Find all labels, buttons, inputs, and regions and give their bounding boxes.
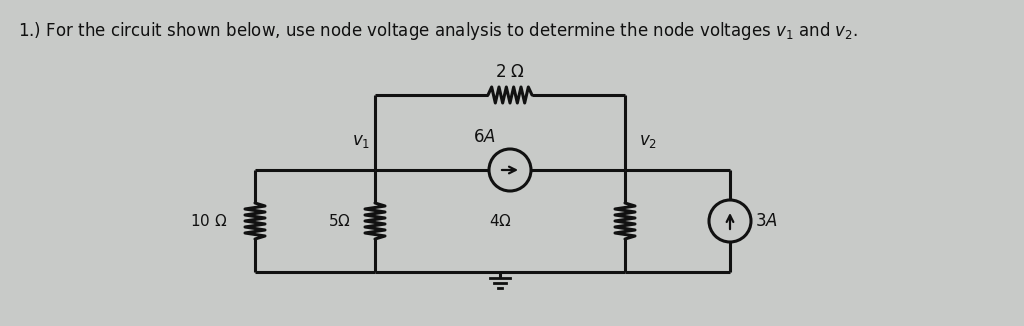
Text: $\mathit{v_2}$: $\mathit{v_2}$	[639, 133, 657, 150]
Text: $\mathit{v_1}$: $\mathit{v_1}$	[352, 133, 370, 150]
Text: $5\Omega$: $5\Omega$	[328, 213, 351, 229]
Text: $3A$: $3A$	[755, 213, 778, 230]
Text: $10\ \Omega$: $10\ \Omega$	[189, 213, 227, 229]
Text: 1.) For the circuit shown below, use node voltage analysis to determine the node: 1.) For the circuit shown below, use nod…	[18, 20, 858, 42]
Text: $2\ \Omega$: $2\ \Omega$	[495, 64, 525, 81]
Text: $4\Omega$: $4\Omega$	[488, 213, 511, 229]
Text: $\mathit{6A}$: $\mathit{6A}$	[473, 129, 496, 146]
